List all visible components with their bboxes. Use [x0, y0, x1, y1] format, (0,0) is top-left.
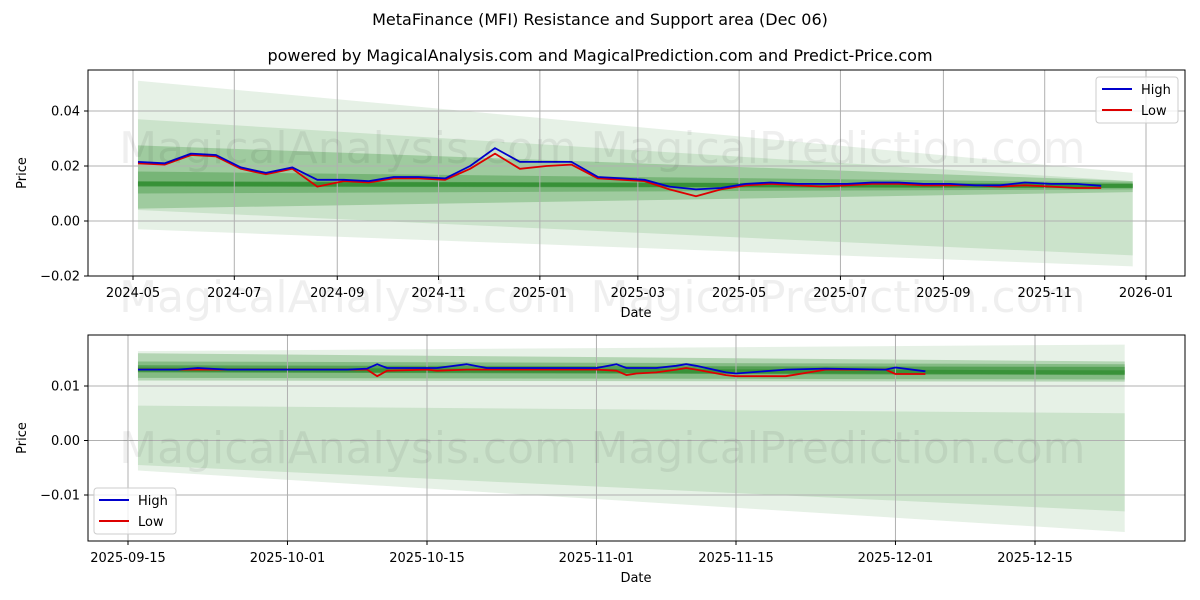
y-tick-label: 0.00: [51, 215, 80, 230]
bottom-grid: [88, 335, 1185, 541]
watermark-magicalanalysis: MagicalAnalysis.com: [119, 272, 577, 323]
top-price-lines: [137, 147, 1102, 198]
top-legend-high: High: [1141, 83, 1171, 98]
watermark-magicalprediction: MagicalPrediction.com: [591, 272, 1086, 323]
outer-band-3: [137, 344, 1125, 533]
outer-band-2: [137, 405, 1125, 512]
bottom-legend-high: High: [138, 494, 168, 509]
watermark-magicalprediction: MagicalPrediction.com: [591, 423, 1086, 474]
mid-band: [137, 171, 1133, 194]
top-grid: [88, 70, 1185, 277]
bottom-plot-frame: [87, 334, 1186, 542]
x-tick-label: 2026-01: [1119, 286, 1173, 301]
bottom-axis-ticks: 0.01 0.00 −0.01 2025-09-15 2025-10-01 2025-10…: [40, 380, 1073, 567]
y-tick-label: 0.00: [51, 434, 80, 449]
chart-subtitle: powered by MagicalAnalysis.com and Magic…: [267, 46, 933, 65]
x-tick-label: 2025-10-01: [250, 551, 326, 566]
low-price-line: [137, 152, 1102, 198]
y-tick-label: −0.02: [40, 270, 80, 285]
x-tick-label: 2025-11: [1018, 286, 1072, 301]
x-tick-label: 2025-05: [712, 286, 766, 301]
x-tick-label: 2025-11-15: [698, 551, 774, 566]
y-tick-label: 0.04: [51, 105, 80, 120]
x-tick-label: 2025-11-01: [559, 551, 635, 566]
x-tick-label: 2024-11: [411, 286, 465, 301]
x-tick-label: 2025-03: [611, 286, 665, 301]
top-legend: High Low: [1095, 76, 1179, 124]
outer-band-1: [137, 145, 1133, 209]
x-tick-label: 2025-07: [813, 286, 867, 301]
x-tick-label: 2024-09: [310, 286, 364, 301]
x-tick-label: 2025-10-15: [389, 551, 465, 566]
watermark-magicalanalysis: MagicalAnalysis.com: [119, 423, 577, 474]
outer-band-3: [137, 80, 1133, 267]
high-price-line: [137, 147, 1102, 191]
y-tick-label: −0.01: [40, 489, 80, 504]
top-chart: 0.04 0.02 0.00 −0.02 2024-05 2024-07 2024-09 20…: [15, 69, 1186, 321]
x-tick-label: 2025-12-01: [858, 551, 934, 566]
y-tick-label: 0.01: [51, 380, 80, 395]
x-tick-label: 2024-05: [106, 286, 160, 301]
bottom-legend-low: Low: [138, 515, 164, 530]
watermark-magicalprediction: MagicalPrediction.com: [591, 123, 1086, 174]
bottom-y-axis-label: Price: [15, 422, 30, 454]
top-legend-low: Low: [1141, 104, 1167, 119]
bottom-price-lines: [138, 363, 926, 378]
top-x-axis-label: Date: [620, 306, 651, 321]
bottom-legend: High Low: [93, 487, 177, 535]
bottom-x-axis-label: Date: [620, 571, 651, 586]
x-tick-label: 2025-09-15: [90, 551, 166, 566]
bottom-chart: 0.01 0.00 −0.01 2025-09-15 2025-10-01 2025-10…: [15, 334, 1186, 586]
y-tick-label: 0.02: [51, 160, 80, 175]
x-tick-label: 2024-07: [207, 286, 261, 301]
x-tick-label: 2025-12-15: [997, 551, 1073, 566]
top-y-axis-label: Price: [15, 157, 30, 189]
watermark-magicalanalysis: MagicalAnalysis.com: [119, 123, 577, 174]
high-price-line: [138, 363, 926, 375]
top-axis-ticks: 0.04 0.02 0.00 −0.02 2024-05 2024-07 2024-09 20…: [40, 105, 1173, 302]
x-tick-label: 2025-09: [916, 286, 970, 301]
chart-title: MetaFinance (MFI) Resistance and Support…: [372, 10, 828, 29]
x-tick-label: 2025-01: [513, 286, 567, 301]
top-plot-frame: [87, 69, 1186, 277]
